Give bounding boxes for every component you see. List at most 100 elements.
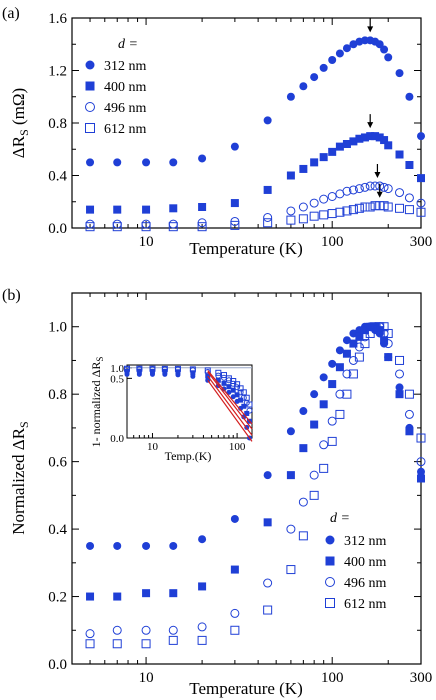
data-point-612-nm <box>383 328 393 338</box>
legend-marker-312-nm <box>325 535 335 545</box>
legend-label: 400 nm <box>344 555 387 570</box>
data-point-312-nm <box>384 53 393 62</box>
data-point-612-nm <box>348 369 358 379</box>
legend-label: 496 nm <box>104 101 147 116</box>
data-point-400-nm <box>319 400 328 409</box>
data-point-312-nm <box>319 373 328 382</box>
data-point-612-nm <box>309 490 319 500</box>
data-point-612-nm <box>416 207 426 217</box>
data-point-312-nm <box>198 154 207 163</box>
data-point-612-nm <box>365 202 375 212</box>
data-point-612-nm <box>327 209 337 219</box>
data-point-312-nm <box>263 116 272 125</box>
data-point-612-nm <box>327 436 337 446</box>
data-point-612-nm <box>286 215 296 225</box>
inset-y-tick-label: 1.0 <box>110 363 124 375</box>
inset-data-point-612-nm <box>161 365 168 372</box>
y-tick-label: 0.2 <box>48 590 67 606</box>
inset-data-point-400-nm <box>221 380 227 386</box>
data-point-400-nm <box>169 204 178 213</box>
panel-b-x-axis-label: Temperature (K) <box>189 679 303 698</box>
data-point-612-nm <box>298 531 308 541</box>
data-point-496-nm <box>360 332 370 342</box>
data-point-312-nm <box>319 63 328 72</box>
legend-marker-496-nm <box>85 102 95 112</box>
data-point-496-nm <box>309 198 319 208</box>
panel-b-legend-title: d = <box>330 511 350 526</box>
data-point-612-nm <box>370 322 380 332</box>
data-point-312-nm <box>263 471 272 480</box>
data-point-612-nm <box>319 210 329 220</box>
data-point-400-nm <box>366 322 375 331</box>
data-point-496-nm <box>197 622 207 632</box>
data-point-400-nm <box>286 471 295 480</box>
data-point-612-nm <box>354 203 364 213</box>
data-point-496-nm <box>342 186 352 196</box>
data-point-400-nm <box>342 140 351 148</box>
data-point-312-nm <box>349 40 358 49</box>
data-point-400-nm <box>371 322 380 331</box>
data-point-612-nm <box>383 202 393 212</box>
legend-marker-612-nm <box>85 123 95 133</box>
legend-marker-496-nm <box>325 577 335 587</box>
data-point-400-nm <box>335 142 344 151</box>
data-point-400-nm <box>169 589 178 598</box>
data-point-612-nm <box>112 222 122 232</box>
data-point-312-nm <box>169 158 178 167</box>
data-point-496-nm <box>112 625 122 635</box>
data-point-612-nm <box>395 355 405 365</box>
x-tick-label: 10 <box>139 670 154 686</box>
data-point-496-nm <box>370 181 380 191</box>
data-point-496-nm <box>230 608 240 618</box>
data-point-612-nm <box>298 214 308 224</box>
data-point-312-nm <box>395 69 404 78</box>
data-point-496-nm <box>354 342 364 352</box>
data-point-496-nm <box>354 184 364 194</box>
data-point-312-nm <box>230 142 239 151</box>
data-point-400-nm <box>310 158 319 167</box>
data-point-312-nm <box>342 336 351 345</box>
data-point-496-nm <box>263 213 273 222</box>
inset-data-point-612-nm <box>234 381 241 388</box>
data-point-400-nm <box>335 363 344 372</box>
panel-b: (b) 10 100 300 0.0 0.2 0.4 0.6 0.8 1.0 Temperatu… <box>2 287 432 698</box>
data-point-312-nm <box>299 82 308 91</box>
data-point-312-nm <box>328 56 337 64</box>
data-point-496-nm <box>416 457 426 467</box>
data-point-496-nm <box>168 625 178 635</box>
x-tick-label: 10 <box>139 234 154 250</box>
data-point-496-nm <box>395 188 405 198</box>
data-point-612-nm <box>342 206 352 216</box>
data-point-400-nm <box>417 474 425 483</box>
data-point-496-nm <box>319 194 329 204</box>
data-point-312-nm <box>142 541 151 550</box>
inset-data-point-612-nm <box>246 401 253 408</box>
inset-data-point-612-nm <box>124 365 130 372</box>
data-point-496-nm <box>298 202 308 212</box>
inset-ticks: 10 100 0.0 0.51.0 <box>110 363 246 453</box>
data-point-612-nm <box>354 352 364 362</box>
data-point-400-nm <box>366 132 375 141</box>
data-point-312-nm <box>417 467 425 476</box>
data-point-312-nm <box>335 49 344 58</box>
data-point-312-nm <box>395 383 404 392</box>
data-point-400-nm <box>198 203 207 211</box>
data-point-400-nm <box>299 164 308 173</box>
legend-label: 612 nm <box>344 597 387 612</box>
data-point-496-nm <box>365 322 375 332</box>
data-point-400-nm <box>86 205 95 214</box>
data-point-312-nm <box>113 541 122 550</box>
inset-data-point-496-nm <box>246 407 253 414</box>
inset-data-point-612-nm <box>243 394 250 401</box>
data-point-312-nm <box>169 541 178 550</box>
data-point-400-nm <box>342 349 351 358</box>
panel-a-y-axis-label: ΔRS (mΩ) <box>9 88 31 158</box>
data-point-612-nm <box>404 389 414 399</box>
data-point-612-nm <box>263 605 273 615</box>
data-point-400-nm <box>328 380 337 389</box>
data-point-496-nm <box>309 470 319 480</box>
data-point-312-nm <box>335 346 344 355</box>
data-point-496-nm <box>404 409 414 419</box>
inset-data-point-612-nm <box>237 385 244 392</box>
